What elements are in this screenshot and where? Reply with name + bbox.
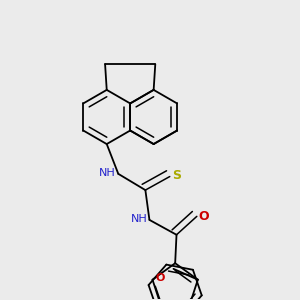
Text: NH: NH bbox=[99, 167, 116, 178]
Text: O: O bbox=[155, 273, 164, 284]
Text: O: O bbox=[199, 210, 209, 223]
Text: S: S bbox=[172, 169, 182, 182]
Text: NH: NH bbox=[130, 214, 147, 224]
